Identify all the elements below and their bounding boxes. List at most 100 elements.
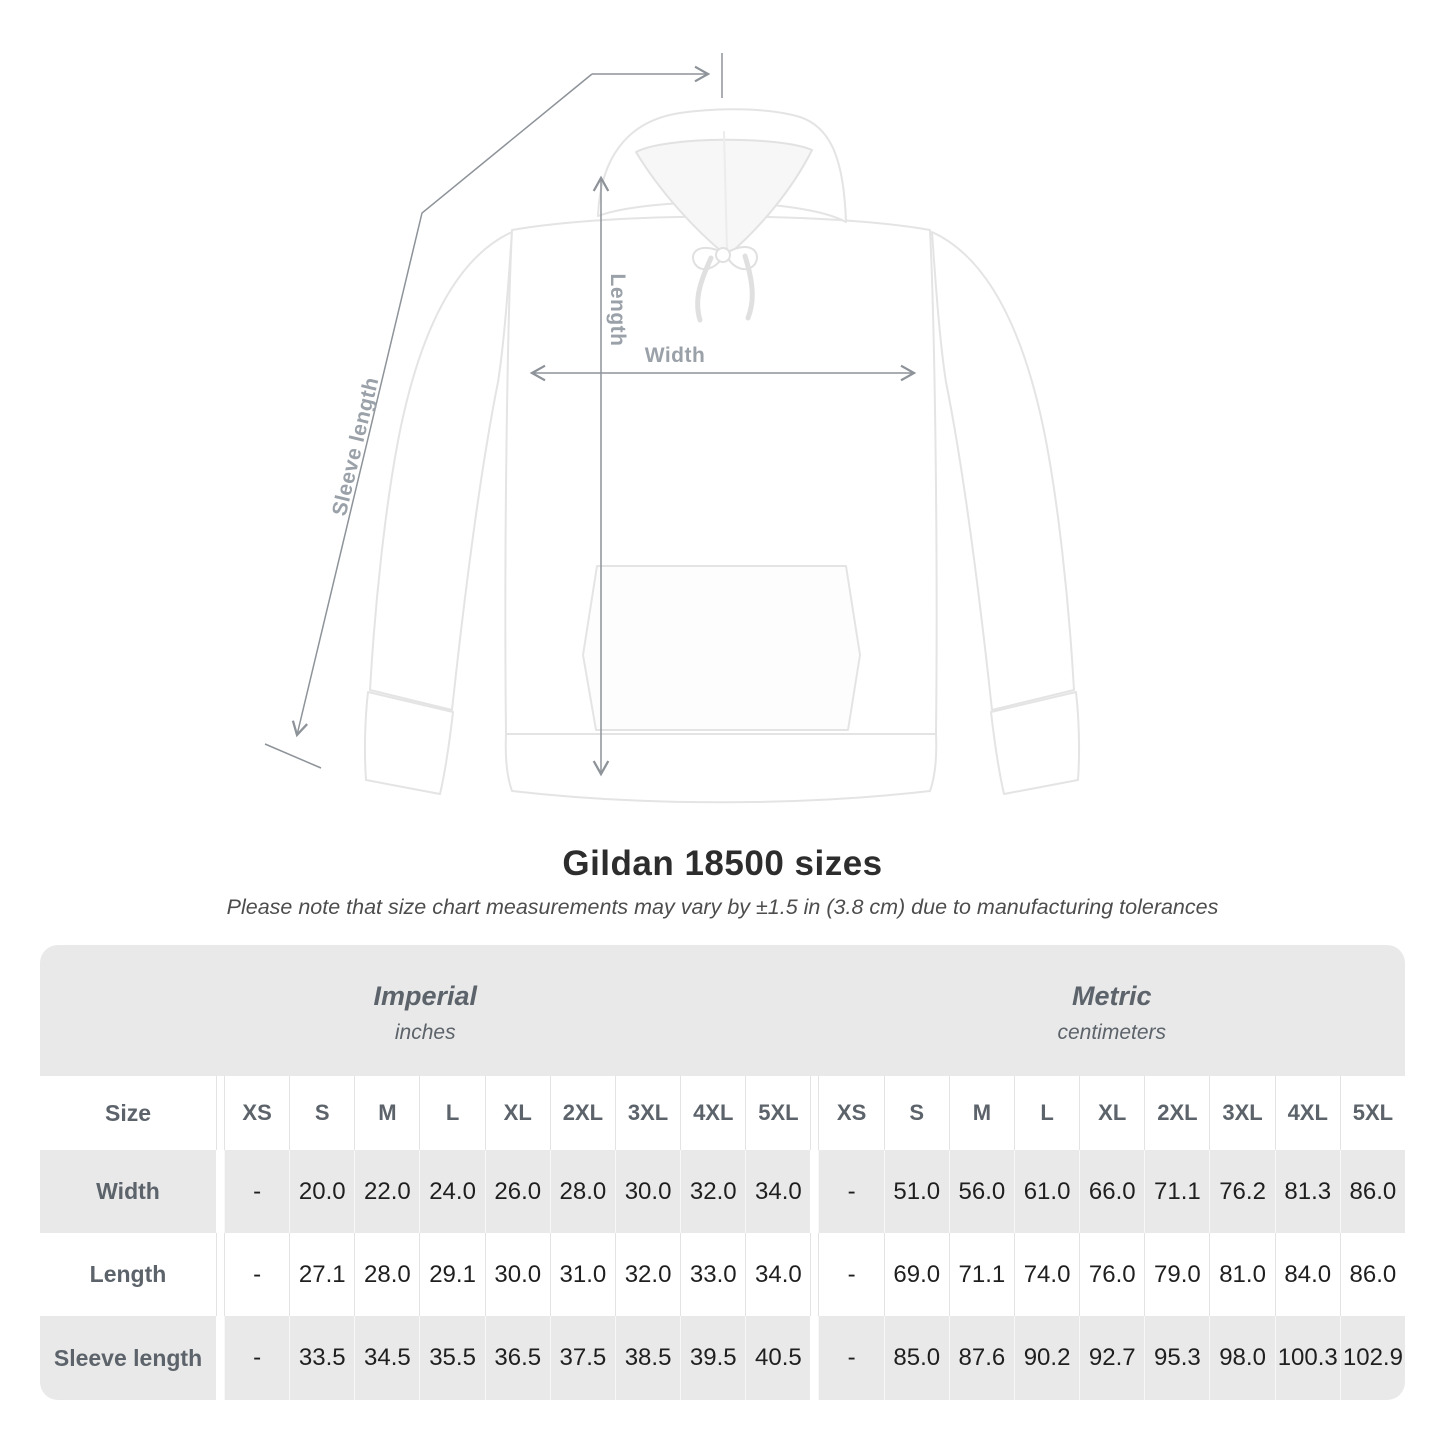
column-gap	[216, 1316, 224, 1400]
sleeve-imperial-value: 39.5	[680, 1316, 746, 1400]
measurement-lines	[264, 53, 917, 777]
size-header-metric-s: S	[883, 1076, 949, 1150]
column-gap	[216, 1076, 224, 1150]
length-imperial-value: 31.0	[549, 1233, 615, 1316]
sleeve-imperial-value: 38.5	[614, 1316, 681, 1400]
size-header-metric-2xl: 2XL	[1144, 1076, 1209, 1150]
sleeve-imperial-value: 40.5	[745, 1316, 811, 1400]
imperial-label: Imperial	[373, 980, 478, 1011]
size-header-imperial-m: M	[354, 1076, 419, 1150]
width-metric-value: 76.2	[1209, 1150, 1275, 1233]
length-imperial-value: 34.0	[745, 1233, 810, 1316]
size-header-imperial-4xl: 4XL	[680, 1076, 745, 1150]
sleeve-length-row: Sleeve length - 33.5 34.5 35.5 36.5 37.5…	[40, 1316, 1405, 1400]
width-imperial-value: 26.0	[484, 1150, 550, 1233]
row-label-width: Width	[40, 1150, 216, 1233]
sleeve-metric-value: 100.3	[1274, 1316, 1340, 1400]
length-imperial-value: 30.0	[484, 1233, 550, 1316]
column-gap	[810, 1316, 818, 1400]
length-imperial-value: 32.0	[614, 1233, 680, 1316]
width-label: Width	[645, 344, 706, 367]
width-metric-value: -	[818, 1150, 884, 1233]
width-imperial-value: 22.0	[354, 1150, 420, 1233]
size-header-metric-4xl: 4XL	[1274, 1076, 1340, 1150]
width-row: Width - 20.0 22.0 24.0 26.0 28.0 30.0 32…	[40, 1150, 1405, 1233]
hoodie-hem	[504, 733, 938, 804]
width-imperial-value: 34.0	[745, 1150, 811, 1233]
hoodie-hood-opening	[635, 138, 813, 257]
width-metric-value: 81.3	[1274, 1150, 1340, 1233]
hoodie-right-sleeve	[931, 231, 1081, 795]
length-imperial-value: 27.1	[289, 1233, 354, 1316]
sleeve-length-arrow	[264, 53, 723, 769]
size-header-imperial-xs: XS	[224, 1076, 289, 1150]
hoodie-measurement-diagram: Length Width Sleeve length	[264, 53, 1081, 804]
size-header-metric-xl: XL	[1079, 1076, 1144, 1150]
sleeve-metric-value: 95.3	[1144, 1316, 1210, 1400]
length-row: Length - 27.1 28.0 29.1 30.0 31.0 32.0 3…	[40, 1233, 1405, 1316]
sleeve-length-label: Sleeve length	[328, 375, 383, 518]
width-metric-value: 71.1	[1144, 1150, 1210, 1233]
size-header-imperial-l: L	[419, 1076, 484, 1150]
hoodie-left-sleeve	[363, 231, 513, 795]
metric-unit-header: Metric centimeters	[819, 977, 1406, 1045]
width-metric-value: 51.0	[883, 1150, 949, 1233]
width-metric-value: 66.0	[1079, 1150, 1145, 1233]
sleeve-imperial-value: 36.5	[484, 1316, 550, 1400]
length-metric-value: 74.0	[1013, 1233, 1079, 1316]
metric-unit: centimeters	[1057, 1020, 1167, 1044]
size-header-metric-5xl: 5XL	[1339, 1076, 1405, 1150]
sleeve-imperial-value: 34.5	[354, 1316, 420, 1400]
sleeve-metric-value: 102.9	[1339, 1316, 1405, 1400]
size-header-imperial-xl: XL	[484, 1076, 550, 1150]
tolerance-note: Please note that size chart measurements…	[226, 895, 1219, 919]
length-metric-value: 71.1	[948, 1233, 1014, 1316]
size-header-metric-m: M	[948, 1076, 1014, 1150]
size-header-imperial-5xl: 5XL	[745, 1076, 810, 1150]
metric-label: Metric	[1071, 980, 1152, 1011]
size-header-metric-l: L	[1013, 1076, 1079, 1150]
sleeve-metric-value: 98.0	[1209, 1316, 1275, 1400]
length-metric-value: 86.0	[1339, 1233, 1405, 1316]
length-metric-value: 76.0	[1079, 1233, 1144, 1316]
size-header-metric-3xl: 3XL	[1209, 1076, 1274, 1150]
hoodie-drawstrings	[692, 246, 758, 323]
sleeve-imperial-value: 33.5	[289, 1316, 355, 1400]
width-imperial-value: 32.0	[680, 1150, 746, 1233]
width-imperial-value: 28.0	[549, 1150, 615, 1233]
imperial-unit: inches	[394, 1020, 456, 1044]
width-imperial-value: -	[224, 1150, 290, 1233]
width-metric-value: 56.0	[948, 1150, 1014, 1233]
row-label-length: Length	[89, 1261, 167, 1287]
length-imperial-value: 29.1	[419, 1233, 484, 1316]
size-header-imperial-s: S	[289, 1076, 354, 1150]
size-header-imperial-3xl: 3XL	[614, 1076, 680, 1150]
length-metric-value: 69.0	[883, 1233, 949, 1316]
size-header-metric-xs: XS	[818, 1076, 883, 1150]
column-gap	[216, 1233, 224, 1316]
length-metric-value: 81.0	[1209, 1233, 1274, 1316]
sleeve-metric-value: 85.0	[883, 1316, 949, 1400]
sleeve-metric-value: 92.7	[1079, 1316, 1145, 1400]
size-header-imperial-2xl: 2XL	[549, 1076, 615, 1150]
length-metric-value: 84.0	[1274, 1233, 1340, 1316]
length-imperial-value: 28.0	[354, 1233, 419, 1316]
sleeve-imperial-value: 35.5	[419, 1316, 485, 1400]
sleeve-metric-value: -	[818, 1316, 884, 1400]
page-title: Gildan 18500 sizes	[562, 844, 883, 883]
length-metric-value: 79.0	[1144, 1233, 1209, 1316]
column-gap	[216, 1150, 224, 1233]
width-imperial-value: 30.0	[614, 1150, 681, 1233]
size-header-row: Size XS S M L XL 2XL 3XL 4XL 5XL XS S M …	[40, 1076, 1405, 1150]
width-metric-value: 61.0	[1013, 1150, 1080, 1233]
size-table: Imperial inches Metric centimeters Size …	[40, 945, 1405, 1400]
column-gap	[810, 1233, 818, 1316]
size-column-header: Size	[104, 1099, 152, 1126]
sleeve-metric-value: 87.6	[948, 1316, 1014, 1400]
hoodie-hood-seam	[723, 131, 728, 253]
width-metric-value: 86.0	[1339, 1150, 1405, 1233]
sleeve-imperial-value: 37.5	[549, 1316, 615, 1400]
length-imperial-value: -	[224, 1233, 289, 1316]
length-label: Length	[606, 274, 629, 347]
